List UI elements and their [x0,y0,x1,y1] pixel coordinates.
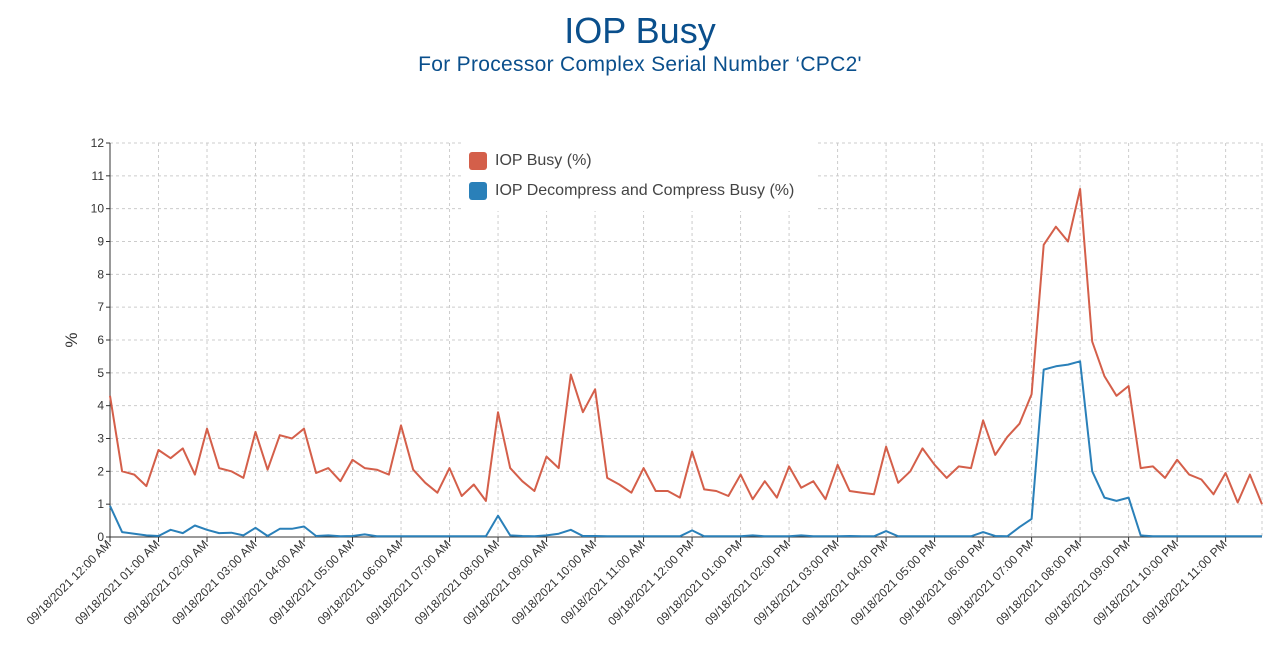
legend-swatch-iop-busy [469,152,487,170]
x-tick-label: 09/18/2021 02:00 PM [702,537,793,628]
legend-label-iop-busy: IOP Busy (%) [495,152,592,169]
y-tick-label: 10 [91,202,105,216]
y-tick-label: 12 [91,136,105,150]
legend-item-iop-decompress[interactable]: IOP Decompress and Compress Busy (%) [469,179,794,203]
chart-legend: IOP Busy (%) IOP Decompress and Compress… [461,141,818,211]
x-tick-label: 09/18/2021 10:00 AM [509,537,600,628]
x-tick-label: 09/18/2021 12:00 AM [24,537,115,628]
x-tick-label: 09/18/2021 08:00 AM [412,537,503,628]
x-tick-label: 09/18/2021 11:00 AM [558,537,648,627]
x-tick-label: 09/18/2021 06:00 PM [896,537,987,628]
x-tick-label: 09/18/2021 03:00 PM [751,537,842,628]
x-tick-label: 09/18/2021 11:00 PM [1139,537,1229,627]
legend-label-iop-decompress: IOP Decompress and Compress Busy (%) [495,182,795,199]
x-tick-label: 09/18/2021 09:00 PM [1042,537,1133,628]
y-tick-label: 8 [97,267,104,281]
y-tick-label: 5 [97,366,104,380]
chart-subtitle: For Processor Complex Serial Number ‘CPC… [418,53,862,76]
series-line-iop-decompress[interactable] [109,360,1262,538]
x-tick-label: 09/18/2021 09:00 AM [460,537,551,628]
x-tick-label: 09/18/2021 04:00 AM [218,537,309,628]
legend-item-iop-busy[interactable]: IOP Busy (%) [469,149,592,173]
x-tick-label: 09/18/2021 07:00 AM [363,537,454,628]
x-tick-label: 09/18/2021 12:00 PM [605,537,696,628]
x-tick-label: 09/18/2021 04:00 PM [799,537,890,628]
y-tick-label: 9 [97,235,104,249]
chart-title: IOP Busy [564,10,716,51]
y-axis-label: % [62,332,81,347]
x-tick-label: 09/18/2021 01:00 AM [72,537,163,628]
x-tick-label: 09/18/2021 02:00 AM [121,537,212,628]
x-tick-label: 09/18/2021 08:00 PM [993,537,1084,628]
x-tick-label: 09/18/2021 05:00 PM [848,537,939,628]
series-line-iop-busy[interactable] [109,188,1263,505]
series-lines [109,188,1263,538]
y-tick-label: 3 [97,432,104,446]
y-tick-label: 2 [97,464,104,478]
y-tick-label: 11 [92,169,105,183]
x-tick-label: 09/18/2021 06:00 AM [315,537,406,628]
x-tick-label: 09/18/2021 03:00 AM [169,537,260,628]
y-tick-label: 0 [97,530,104,544]
y-tick-label: 7 [97,300,104,314]
y-tick-label: 4 [97,399,104,413]
y-tick-label: 6 [97,333,104,347]
x-tick-label: 09/18/2021 01:00 PM [654,537,745,628]
x-tick-label: 09/18/2021 07:00 PM [945,537,1036,628]
x-tick-label: 09/18/2021 05:00 AM [266,537,357,628]
x-tick-label: 09/18/2021 10:00 PM [1090,537,1181,628]
legend-swatch-iop-decompress [469,182,487,200]
y-tick-label: 1 [97,497,104,511]
